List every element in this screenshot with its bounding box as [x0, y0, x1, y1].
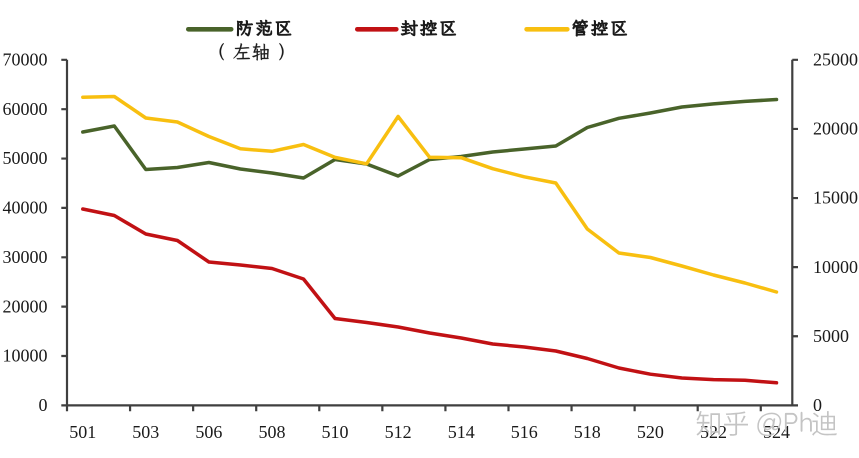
svg-text:50000: 50000 — [3, 148, 48, 168]
svg-text:501: 501 — [69, 422, 96, 442]
svg-text:20000: 20000 — [3, 296, 48, 316]
svg-text:10000: 10000 — [813, 257, 858, 277]
svg-text:60000: 60000 — [3, 99, 48, 119]
svg-text:508: 508 — [259, 422, 286, 442]
svg-text:30000: 30000 — [3, 247, 48, 267]
svg-text:514: 514 — [448, 422, 475, 442]
svg-text:5000: 5000 — [813, 326, 849, 346]
svg-text:516: 516 — [511, 422, 538, 442]
svg-text:0: 0 — [39, 395, 48, 415]
svg-text:10000: 10000 — [3, 346, 48, 366]
svg-text:70000: 70000 — [3, 49, 48, 69]
svg-text:518: 518 — [574, 422, 601, 442]
svg-text:506: 506 — [195, 422, 222, 442]
svg-text:510: 510 — [322, 422, 349, 442]
svg-text:0: 0 — [813, 395, 822, 415]
svg-text:15000: 15000 — [813, 188, 858, 208]
svg-text:503: 503 — [132, 422, 159, 442]
svg-text:524: 524 — [763, 422, 790, 442]
svg-text:20000: 20000 — [813, 119, 858, 139]
svg-text:520: 520 — [637, 422, 664, 442]
svg-text:512: 512 — [385, 422, 412, 442]
svg-text:25000: 25000 — [813, 49, 858, 69]
svg-text:40000: 40000 — [3, 198, 48, 218]
